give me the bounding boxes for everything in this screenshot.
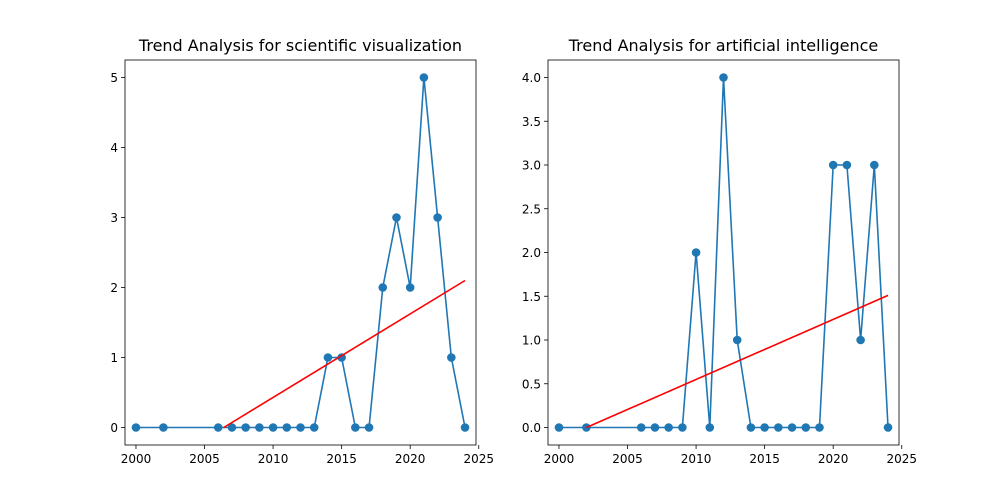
y-tick-label: 0.0 <box>522 421 541 435</box>
data-point <box>337 353 346 362</box>
chart-panel-artificial-intelligence: Trend Analysis for artificial intelligen… <box>522 36 917 466</box>
data-point <box>159 423 168 432</box>
x-tick-label: 2015 <box>326 452 357 466</box>
data-point <box>801 423 811 432</box>
data-point <box>760 423 769 432</box>
y-tick-label: 1.0 <box>522 334 541 348</box>
plot-frame <box>124 59 477 446</box>
trend-line <box>223 279 466 429</box>
data-point <box>705 423 715 432</box>
data-point <box>419 73 429 82</box>
y-tick-label: 3.5 <box>522 115 541 129</box>
x-tick-label: 2000 <box>121 452 152 466</box>
data-point <box>323 353 333 362</box>
y-tick-label: 2.5 <box>522 202 541 216</box>
series-line <box>558 77 889 429</box>
data-point <box>213 423 223 432</box>
y-tick-label: 1 <box>110 351 118 365</box>
chart-title: Trend Analysis for artificial intelligen… <box>568 36 879 55</box>
data-point <box>282 423 292 432</box>
x-tick-label: 2010 <box>258 452 289 466</box>
x-tick-label: 2025 <box>463 452 494 466</box>
plot-frame <box>547 59 900 446</box>
chart-panel-scientific-visualization: Trend Analysis for scientific visualizat… <box>110 36 494 466</box>
data-point <box>732 335 742 345</box>
series-line <box>135 77 466 429</box>
y-tick-label: 5 <box>110 71 118 85</box>
x-tick-label: 2005 <box>612 452 643 466</box>
y-tick-label: 3 <box>110 211 118 225</box>
trend-line <box>586 294 889 429</box>
y-tick-label: 2.0 <box>522 246 541 260</box>
data-point <box>856 335 865 345</box>
data-point <box>883 423 893 432</box>
y-tick-label: 3.0 <box>522 159 541 173</box>
data-point <box>828 160 838 170</box>
data-point <box>460 423 470 432</box>
x-tick-label: 2000 <box>544 452 575 466</box>
y-tick-label: 2 <box>110 281 118 295</box>
y-tick-label: 4.0 <box>522 71 541 85</box>
data-point <box>746 423 756 432</box>
data-point <box>351 423 360 432</box>
data-point <box>227 423 237 432</box>
y-tick-label: 0.5 <box>522 377 541 391</box>
data-point <box>554 423 564 432</box>
data-point <box>296 423 305 432</box>
data-point <box>378 283 388 292</box>
data-point <box>636 423 646 432</box>
y-tick-label: 4 <box>110 141 118 155</box>
data-point <box>309 423 319 432</box>
x-tick-label: 2025 <box>886 452 917 466</box>
data-point <box>719 73 728 82</box>
data-point <box>255 423 264 432</box>
data-point <box>842 160 852 170</box>
x-tick-label: 2005 <box>189 452 220 466</box>
chart-title: Trend Analysis for scientific visualizat… <box>138 36 462 55</box>
x-tick-label: 2015 <box>749 452 780 466</box>
y-tick-label: 1.5 <box>522 290 541 304</box>
data-point <box>447 353 456 362</box>
data-point <box>664 423 673 432</box>
data-point <box>364 423 374 432</box>
data-point <box>405 283 415 292</box>
data-point <box>787 423 797 432</box>
data-point <box>241 423 250 432</box>
data-point <box>678 423 687 432</box>
data-point <box>650 423 660 432</box>
data-point <box>392 213 401 222</box>
x-tick-label: 2010 <box>681 452 712 466</box>
x-tick-label: 2020 <box>395 452 426 466</box>
x-tick-label: 2020 <box>818 452 849 466</box>
y-tick-label: 0 <box>110 421 118 435</box>
data-point <box>691 248 701 257</box>
data-point <box>870 160 879 170</box>
data-point <box>815 423 824 432</box>
data-point <box>433 213 442 222</box>
data-point <box>774 423 783 432</box>
data-point <box>268 423 278 432</box>
data-point <box>131 423 141 432</box>
